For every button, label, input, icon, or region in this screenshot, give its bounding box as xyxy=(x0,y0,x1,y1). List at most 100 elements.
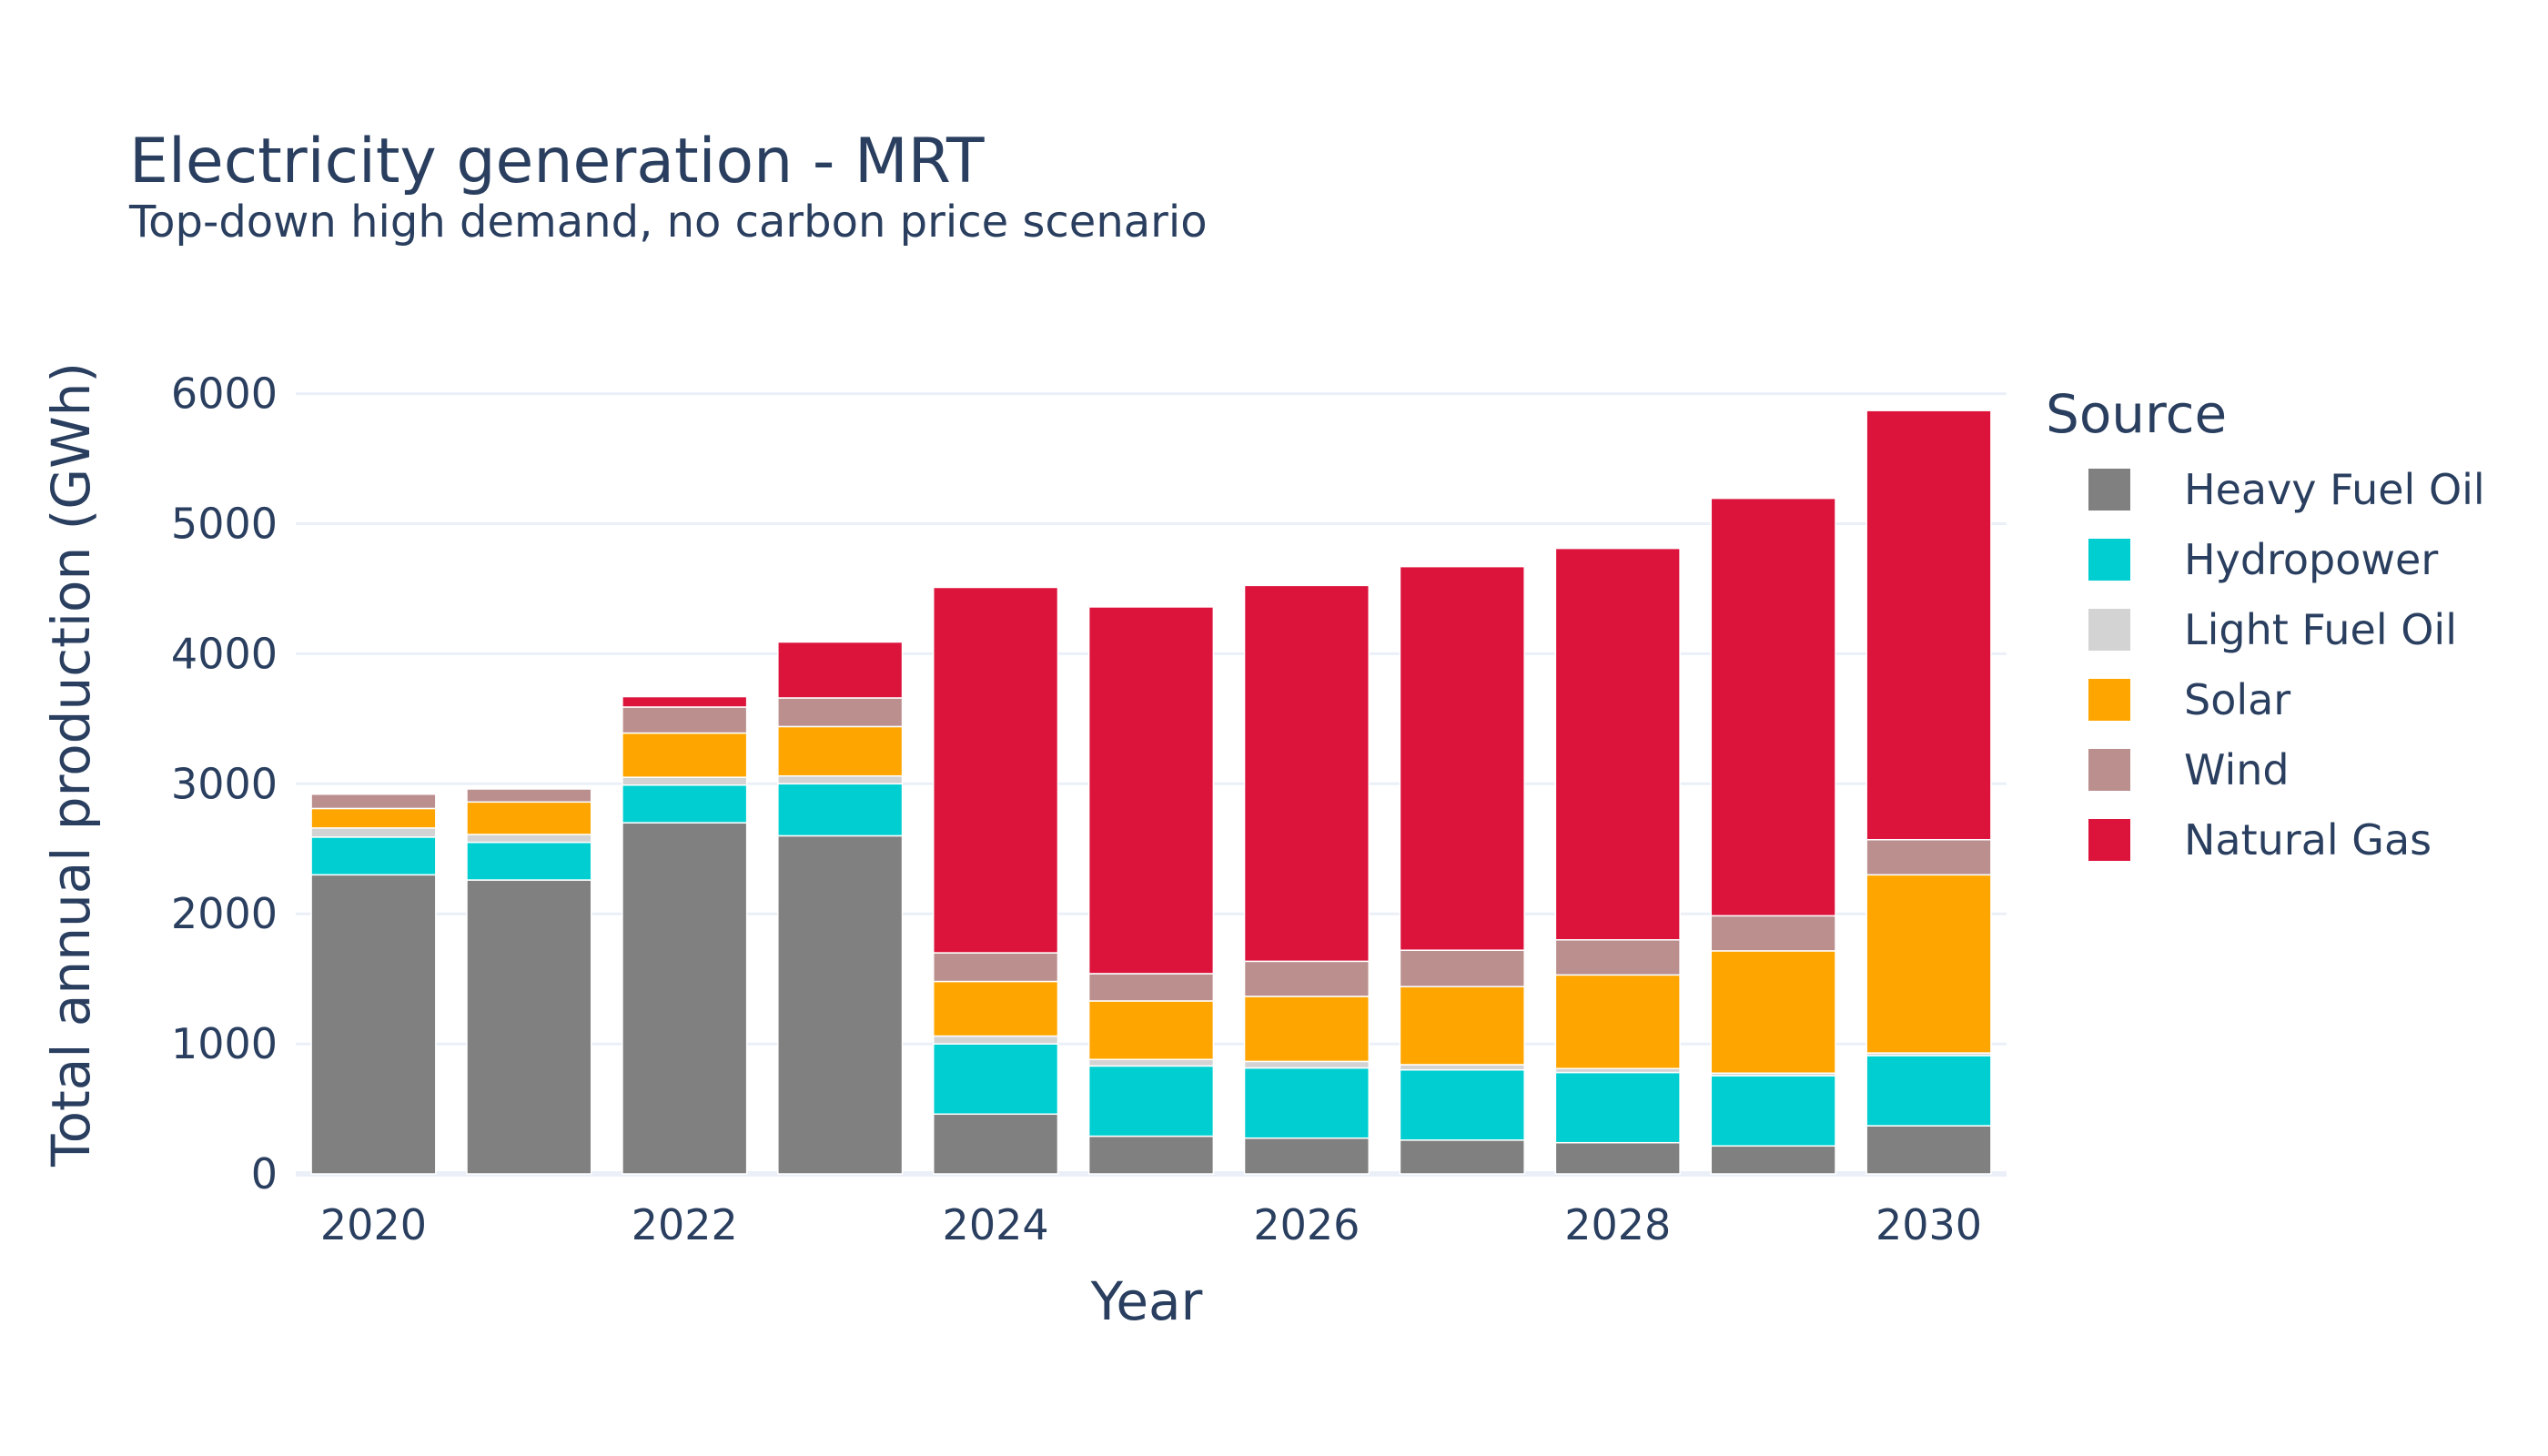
bar-segment[interactable] xyxy=(1866,1055,1992,1127)
bar-segment[interactable] xyxy=(1866,410,1992,841)
x-axis-title: Year xyxy=(1090,1270,1203,1332)
legend-swatch xyxy=(2088,469,2130,511)
bar-segment[interactable] xyxy=(777,834,904,1175)
bar-segment[interactable] xyxy=(1243,584,1370,963)
bar-segment[interactable] xyxy=(1243,1137,1370,1175)
bar-segment[interactable] xyxy=(1866,1125,1992,1175)
bar-segment[interactable] xyxy=(1554,939,1681,976)
legend-swatch xyxy=(2088,679,2130,721)
x-axis-ticks: 2020 2022 2024 2026 2028 2030 xyxy=(320,1200,1982,1249)
y-tick-label: 0 xyxy=(251,1149,278,1198)
y-tick-label: 3000 xyxy=(171,759,278,808)
bar-segment[interactable] xyxy=(622,822,748,1175)
bar-segment[interactable] xyxy=(310,874,437,1175)
bar-segment[interactable] xyxy=(1399,986,1525,1066)
bar-segment[interactable] xyxy=(1087,973,1215,1002)
legend-label: Heavy Fuel Oil xyxy=(2184,465,2485,514)
x-tick-label: 2020 xyxy=(320,1200,427,1249)
legend-label: Wind xyxy=(2184,745,2290,794)
x-tick-label: 2028 xyxy=(1564,1200,1671,1249)
bar-segment[interactable] xyxy=(932,1043,1059,1116)
bar-segment[interactable] xyxy=(310,793,437,810)
bar-segment[interactable] xyxy=(1087,1000,1215,1060)
bar-segment[interactable] xyxy=(466,841,592,881)
bar-segment[interactable] xyxy=(1243,960,1370,997)
legend-label: Solar xyxy=(2184,675,2290,724)
bar-segment[interactable] xyxy=(1866,838,1992,876)
bar-segment[interactable] xyxy=(1710,915,1836,952)
bar-segment[interactable] xyxy=(1399,565,1525,951)
bar-segment[interactable] xyxy=(622,695,748,708)
legend-label: Natural Gas xyxy=(2184,815,2432,864)
bar-segment[interactable] xyxy=(310,836,437,876)
legend-item[interactable]: Wind xyxy=(2088,745,2290,794)
legend-title: Source xyxy=(2046,383,2227,445)
bar-segment[interactable] xyxy=(1243,1060,1370,1069)
legend-swatch xyxy=(2088,539,2130,581)
bar-segment[interactable] xyxy=(777,725,904,777)
bar-segment[interactable] xyxy=(777,641,904,699)
x-tick-label: 2024 xyxy=(943,1200,1049,1249)
y-tick-label: 2000 xyxy=(171,889,278,938)
legend-item[interactable]: Hydropower xyxy=(2088,535,2438,584)
bar-segment[interactable] xyxy=(1087,1135,1215,1175)
bar-segment[interactable] xyxy=(1710,1145,1836,1175)
bars xyxy=(310,410,1992,1175)
bar-segment[interactable] xyxy=(310,807,437,829)
chart-title: Electricity generation - MRT xyxy=(129,126,985,197)
bar-segment[interactable] xyxy=(1087,1058,1215,1067)
bar-segment[interactable] xyxy=(1866,874,1992,1054)
bar-segment[interactable] xyxy=(1399,949,1525,987)
y-axis-ticks: 0 1000 2000 3000 4000 5000 6000 xyxy=(171,369,278,1198)
bar-segment[interactable] xyxy=(932,952,1059,983)
chart-subtitle: Top-down high demand, no carbon price sc… xyxy=(128,197,1208,248)
y-tick-label: 1000 xyxy=(171,1019,278,1068)
bar-segment[interactable] xyxy=(1243,1067,1370,1139)
y-tick-label: 4000 xyxy=(171,629,278,678)
bar-segment[interactable] xyxy=(466,879,592,1175)
legend-item[interactable]: Natural Gas xyxy=(2088,815,2432,864)
bar-segment[interactable] xyxy=(932,586,1059,954)
x-tick-label: 2030 xyxy=(1876,1200,1982,1249)
bar-segment[interactable] xyxy=(466,788,592,804)
y-tick-label: 5000 xyxy=(171,499,278,548)
bar-segment[interactable] xyxy=(1554,1141,1681,1175)
bar-segment[interactable] xyxy=(1710,497,1836,917)
legend-label: Hydropower xyxy=(2184,535,2438,584)
bar-segment[interactable] xyxy=(466,801,592,835)
bar-segment[interactable] xyxy=(932,980,1059,1037)
bar-segment[interactable] xyxy=(1243,996,1370,1063)
bar-segment[interactable] xyxy=(1554,974,1681,1069)
bar-segment[interactable] xyxy=(1710,1075,1836,1148)
bar-segment[interactable] xyxy=(310,827,437,838)
bar-segment[interactable] xyxy=(1087,1065,1215,1138)
bar-segment[interactable] xyxy=(466,834,592,844)
bar-segment[interactable] xyxy=(622,732,748,778)
bar-segment[interactable] xyxy=(777,697,904,728)
bar-segment[interactable] xyxy=(777,774,904,785)
bar-segment[interactable] xyxy=(1087,606,1215,975)
legend[interactable]: Heavy Fuel Oil Hydropower Light Fuel Oil So… xyxy=(2088,465,2485,864)
bar-segment[interactable] xyxy=(932,1113,1059,1175)
legend-item[interactable]: Light Fuel Oil xyxy=(2088,605,2457,654)
bar-segment[interactable] xyxy=(1399,1139,1525,1175)
y-tick-label: 6000 xyxy=(171,369,278,419)
bar-segment[interactable] xyxy=(777,783,904,837)
bar-segment[interactable] xyxy=(1399,1068,1525,1141)
bar-segment[interactable] xyxy=(622,706,748,734)
bar-segment[interactable] xyxy=(622,776,748,786)
legend-label: Light Fuel Oil xyxy=(2184,605,2457,654)
legend-item[interactable]: Solar xyxy=(2088,675,2290,724)
legend-swatch xyxy=(2088,819,2130,861)
bar-segment[interactable] xyxy=(1554,547,1681,941)
bar-segment[interactable] xyxy=(622,784,748,824)
legend-item[interactable]: Heavy Fuel Oil xyxy=(2088,465,2485,514)
legend-swatch xyxy=(2088,609,2130,651)
bar-segment[interactable] xyxy=(932,1035,1059,1045)
bar-segment[interactable] xyxy=(1554,1071,1681,1144)
bar-segment[interactable] xyxy=(1710,950,1836,1075)
x-tick-label: 2026 xyxy=(1253,1200,1360,1249)
bar-segment[interactable] xyxy=(1399,1064,1525,1071)
legend-swatch xyxy=(2088,749,2130,791)
